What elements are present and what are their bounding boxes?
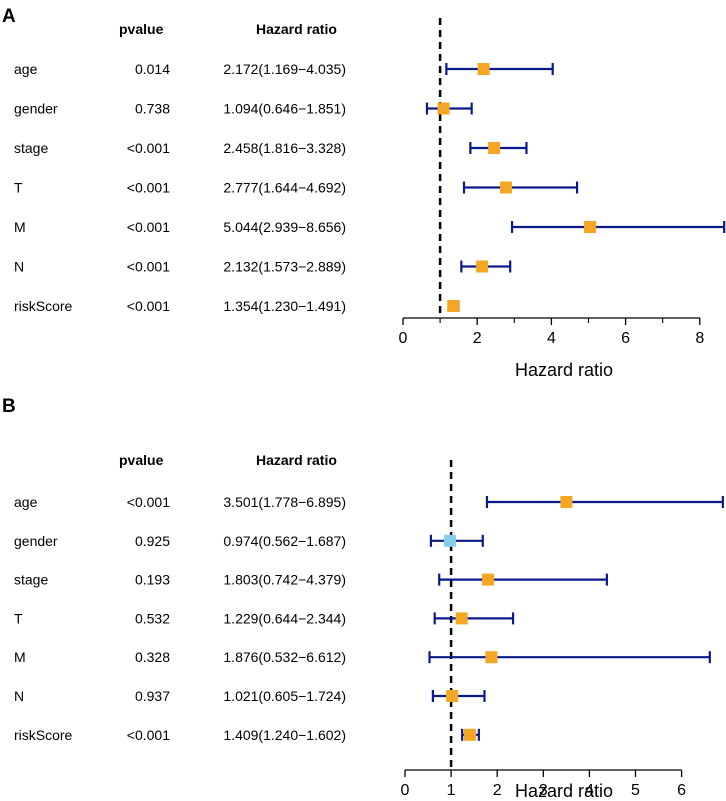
hazard-ratio-cell: 1.876(0.532−6.612) bbox=[223, 649, 346, 665]
hazard-ratio-cell: 1.354(1.230−1.491) bbox=[223, 298, 346, 314]
hazard-ratio-marker bbox=[488, 142, 501, 154]
hazard-ratio-cell: 2.777(1.644−4.692) bbox=[223, 180, 346, 196]
x-axis-tick-label: 2 bbox=[493, 782, 502, 799]
variable-label: stage bbox=[14, 572, 48, 588]
variable-label: riskScore bbox=[14, 298, 73, 314]
x-axis-tick-label: 2 bbox=[473, 330, 482, 347]
hazard-ratio-cell: 1.094(0.646−1.851) bbox=[223, 101, 346, 117]
pvalue-cell: 0.738 bbox=[135, 101, 170, 117]
x-axis-tick-label: 4 bbox=[585, 782, 594, 799]
panel-label: B bbox=[2, 396, 16, 417]
variable-label: N bbox=[14, 259, 24, 275]
column-header-hazard-ratio: Hazard ratio bbox=[256, 21, 337, 37]
hazard-ratio-marker bbox=[485, 651, 498, 664]
pvalue-cell: <0.001 bbox=[127, 180, 170, 196]
pvalue-cell: <0.001 bbox=[127, 219, 170, 235]
variable-label: T bbox=[14, 610, 23, 626]
pvalue-cell: <0.001 bbox=[127, 727, 170, 743]
x-axis-tick-label: 6 bbox=[677, 782, 686, 799]
hazard-ratio-marker bbox=[584, 221, 597, 233]
pvalue-cell: 0.532 bbox=[135, 610, 170, 626]
hazard-ratio-marker bbox=[447, 300, 460, 312]
hazard-ratio-cell: 1.409(1.240−1.602) bbox=[223, 727, 346, 743]
x-axis-tick-label: 1 bbox=[447, 782, 456, 799]
x-axis-tick-label: 4 bbox=[547, 330, 556, 347]
panel-label: A bbox=[2, 6, 16, 27]
hazard-ratio-cell: 1.229(0.644−2.344) bbox=[223, 610, 346, 626]
hazard-ratio-cell: 3.501(1.778−6.895) bbox=[223, 494, 346, 510]
pvalue-cell: 0.328 bbox=[135, 649, 170, 665]
x-axis-tick-label: 0 bbox=[399, 330, 408, 347]
column-header-pvalue: pvalue bbox=[119, 452, 164, 468]
variable-label: gender bbox=[14, 101, 58, 117]
column-header-pvalue: pvalue bbox=[119, 21, 164, 37]
variable-label: M bbox=[14, 219, 26, 235]
hazard-ratio-marker bbox=[560, 496, 573, 508]
hazard-ratio-cell: 2.132(1.573−2.889) bbox=[223, 259, 346, 275]
hazard-ratio-marker bbox=[446, 690, 459, 702]
pvalue-cell: <0.001 bbox=[127, 259, 170, 275]
x-axis-tick-label: 3 bbox=[539, 782, 548, 799]
hazard-ratio-cell: 1.803(0.742−4.379) bbox=[223, 572, 346, 588]
pvalue-cell: <0.001 bbox=[127, 494, 170, 510]
variable-label: stage bbox=[14, 140, 48, 156]
x-axis-title: Hazard ratio bbox=[515, 360, 613, 380]
pvalue-cell: 0.193 bbox=[135, 572, 170, 588]
pvalue-cell: 0.014 bbox=[135, 61, 170, 77]
variable-label: N bbox=[14, 688, 24, 704]
pvalue-cell: <0.001 bbox=[127, 140, 170, 156]
x-axis-tick-label: 8 bbox=[695, 330, 704, 347]
hazard-ratio-cell: 5.044(2.939−8.656) bbox=[223, 219, 346, 235]
hazard-ratio-marker bbox=[443, 534, 456, 547]
variable-label: riskScore bbox=[14, 727, 73, 743]
hazard-ratio-marker bbox=[500, 181, 513, 194]
variable-label: M bbox=[14, 649, 26, 665]
x-axis-title: Hazard ratio bbox=[515, 781, 613, 801]
hazard-ratio-cell: 1.021(0.605−1.724) bbox=[223, 688, 346, 704]
hazard-ratio-cell: 2.458(1.816−3.328) bbox=[223, 140, 346, 156]
hazard-ratio-cell: 2.172(1.169−4.035) bbox=[223, 61, 346, 77]
hazard-ratio-marker bbox=[477, 63, 490, 75]
hazard-ratio-marker bbox=[476, 260, 489, 273]
x-axis-tick-label: 0 bbox=[401, 782, 410, 799]
x-axis-tick-label: 5 bbox=[631, 782, 640, 799]
variable-label: age bbox=[14, 61, 38, 77]
pvalue-cell: 0.925 bbox=[135, 533, 170, 549]
hazard-ratio-marker bbox=[437, 102, 450, 115]
hazard-ratio-marker bbox=[455, 612, 468, 625]
hazard-ratio-marker bbox=[463, 728, 476, 741]
pvalue-cell: 0.937 bbox=[135, 688, 170, 704]
column-header-hazard-ratio: Hazard ratio bbox=[256, 452, 337, 468]
hazard-ratio-marker bbox=[482, 573, 495, 586]
variable-label: T bbox=[14, 180, 23, 196]
hazard-ratio-cell: 0.974(0.562−1.687) bbox=[223, 533, 346, 549]
x-axis-tick-label: 6 bbox=[621, 330, 630, 347]
pvalue-cell: <0.001 bbox=[127, 298, 170, 314]
variable-label: age bbox=[14, 494, 38, 510]
variable-label: gender bbox=[14, 533, 58, 549]
